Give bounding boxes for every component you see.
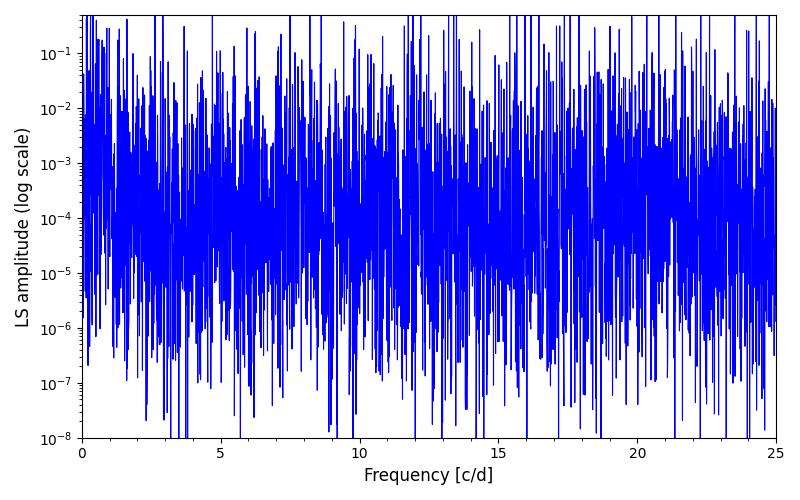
X-axis label: Frequency [c/d]: Frequency [c/d] [364, 467, 494, 485]
Y-axis label: LS amplitude (log scale): LS amplitude (log scale) [15, 126, 33, 326]
